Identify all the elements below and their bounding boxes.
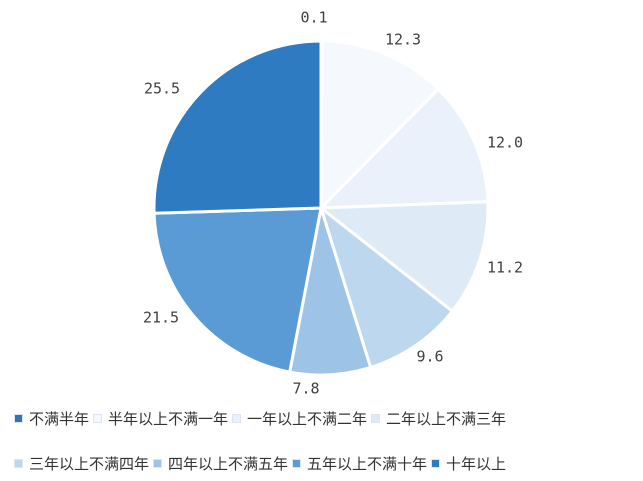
legend-label: 不满半年 xyxy=(29,410,90,428)
legend-label: 五年以上不满十年 xyxy=(307,455,428,473)
data-label-5: 9.6 xyxy=(416,348,443,366)
legend-swatch xyxy=(431,459,441,468)
legend-item: 十年以上 xyxy=(431,453,506,474)
legend-swatch xyxy=(14,459,23,468)
data-label-3: 12.0 xyxy=(487,134,523,152)
legend-item: 二年以上不满三年 xyxy=(371,408,506,429)
data-label-7: 21.5 xyxy=(143,309,179,327)
legend-label: 一年以上不满二年 xyxy=(247,410,368,428)
legend-swatch xyxy=(153,459,163,468)
pie-chart: 0.1 12.3 12.0 11.2 9.6 7.8 21.5 25.5 xyxy=(143,9,523,398)
legend-label: 四年以上不满五年 xyxy=(168,455,289,473)
data-label-2: 12.3 xyxy=(385,31,421,49)
legend-label: 十年以上 xyxy=(446,455,507,473)
pie-slice-4 xyxy=(316,200,490,314)
legend-swatch xyxy=(232,414,242,423)
legend-swatch xyxy=(371,414,381,423)
legend-label: 二年以上不满三年 xyxy=(386,410,507,428)
data-label-1: 0.1 xyxy=(300,9,327,27)
legend-swatch xyxy=(14,414,23,423)
pie-slice-7 xyxy=(152,206,323,374)
pie-slice-2 xyxy=(319,39,441,212)
pie-slice-8 xyxy=(152,39,323,215)
legend-item: 半年以上不满一年 xyxy=(93,408,228,429)
legend-label: 三年以上不满四年 xyxy=(29,455,150,473)
legend-row: 三年以上不满四年 四年以上不满五年 五年以上不满十年 十年以上 xyxy=(14,453,510,474)
legend-label: 半年以上不满一年 xyxy=(108,410,229,428)
legend-item: 不满半年 xyxy=(14,408,89,429)
legend-swatch xyxy=(93,414,103,423)
data-label-8: 25.5 xyxy=(144,80,180,98)
legend-item: 一年以上不满二年 xyxy=(232,408,367,429)
pie-slice-5 xyxy=(318,203,455,370)
legend-item: 三年以上不满四年 xyxy=(14,453,149,474)
data-label-4: 11.2 xyxy=(487,259,523,277)
data-label-6: 7.8 xyxy=(292,380,319,398)
legend-item: 五年以上不满十年 xyxy=(292,453,427,474)
legend-row: 不满半年 半年以上不满一年 一年以上不满二年 二年以上不满三年 xyxy=(14,408,510,429)
legend-item: 四年以上不满五年 xyxy=(153,453,288,474)
legend-swatch xyxy=(292,459,302,468)
pie-slice-3 xyxy=(317,87,490,210)
